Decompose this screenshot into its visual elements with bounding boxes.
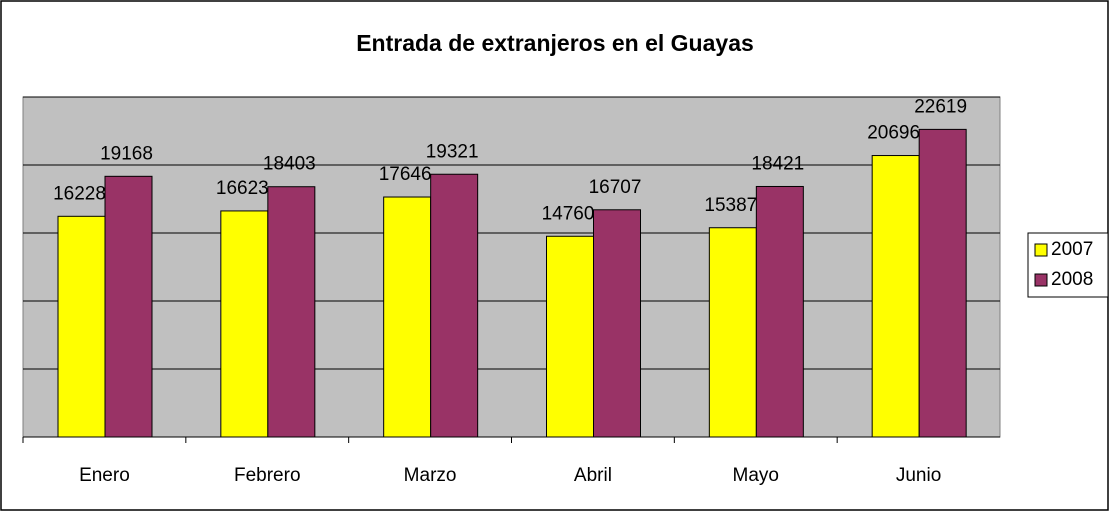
legend-label: 2008 bbox=[1051, 269, 1093, 290]
data-label: 20696 bbox=[867, 123, 920, 144]
bar bbox=[708, 227, 757, 438]
x-tick-label: Febrero bbox=[234, 465, 301, 486]
data-label: 15387 bbox=[704, 195, 757, 216]
data-label: 22619 bbox=[914, 96, 967, 117]
x-tick-label: Enero bbox=[79, 465, 130, 486]
x-tick-label: Mayo bbox=[733, 465, 779, 486]
legend-swatch bbox=[1034, 243, 1048, 257]
data-label: 19168 bbox=[100, 143, 153, 164]
bar bbox=[593, 209, 641, 438]
bar bbox=[755, 185, 804, 438]
bar bbox=[220, 210, 269, 438]
legend-swatch bbox=[1034, 273, 1048, 287]
x-tick-label: Abril bbox=[574, 465, 612, 486]
bar bbox=[383, 196, 432, 438]
data-label: 16623 bbox=[216, 178, 269, 199]
data-label: 17646 bbox=[379, 164, 432, 185]
bar bbox=[104, 175, 153, 438]
x-tick-label: Marzo bbox=[404, 465, 457, 486]
chart-title: Entrada de extranjeros en el Guayas bbox=[356, 30, 754, 56]
bar bbox=[57, 215, 106, 438]
bar bbox=[918, 128, 967, 438]
bar bbox=[430, 173, 479, 438]
data-label: 18403 bbox=[263, 154, 316, 175]
bar bbox=[871, 155, 920, 438]
data-label: 19321 bbox=[426, 141, 479, 162]
data-label: 18421 bbox=[751, 153, 804, 174]
data-label: 16707 bbox=[589, 177, 642, 198]
bar bbox=[546, 235, 594, 438]
data-label: 14760 bbox=[542, 203, 595, 224]
bar bbox=[267, 186, 316, 438]
data-label: 16228 bbox=[53, 183, 106, 204]
x-tick-label: Junio bbox=[896, 465, 941, 486]
legend-label: 2007 bbox=[1051, 239, 1093, 260]
plot-area bbox=[22, 96, 1001, 438]
